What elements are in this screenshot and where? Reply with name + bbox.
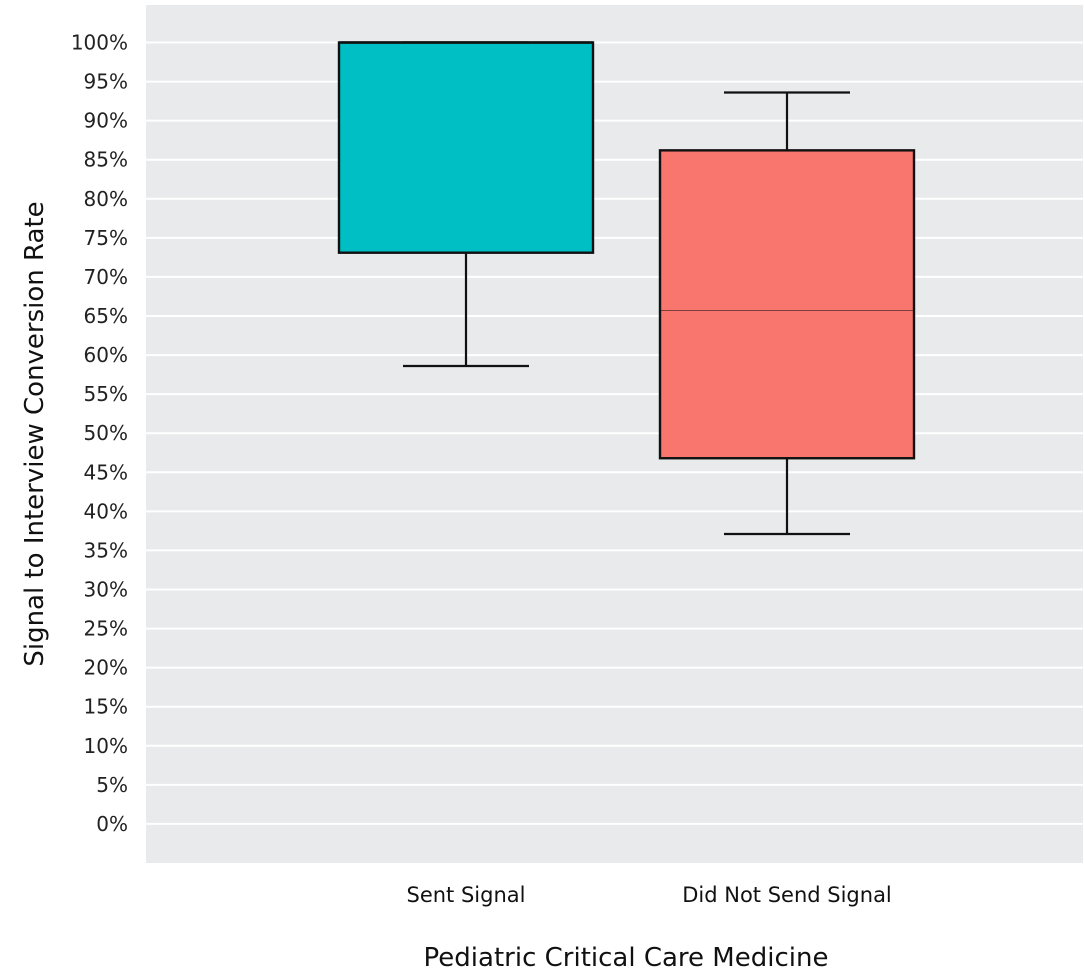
y-tick-label: 25% <box>84 617 128 641</box>
x-tick-label: Sent Signal <box>407 883 526 907</box>
y-tick-labels: 0% 5% 10% 15% 20% 25% 30% 35% 40% 45% 50% 55% 60% 65%… <box>71 31 128 836</box>
y-axis-title: Signal to Interview Conversion Rate <box>20 201 50 666</box>
y-tick-label: 5% <box>96 773 128 797</box>
y-tick-label: 15% <box>84 695 128 719</box>
x-tick-label: Did Not Send Signal <box>682 883 892 907</box>
y-tick-label: 85% <box>84 148 128 172</box>
y-tick-label: 95% <box>84 70 128 94</box>
y-tick-label: 70% <box>84 265 128 289</box>
boxes <box>337 41 916 536</box>
y-tick-label: 75% <box>84 226 128 250</box>
y-tick-label: 45% <box>84 460 128 484</box>
y-tick-label: 50% <box>84 421 128 445</box>
box-iqr <box>337 41 595 254</box>
y-tick-label: 0% <box>96 812 128 836</box>
box-did-not-send-signal <box>658 91 916 536</box>
y-tick-label: 65% <box>84 304 128 328</box>
box-iqr <box>658 149 916 460</box>
y-tick-label: 100% <box>71 31 128 55</box>
y-tick-label: 40% <box>84 499 128 523</box>
y-tick-label: 90% <box>84 109 128 133</box>
gridlines <box>146 41 1083 825</box>
box-sent-signal <box>337 41 595 368</box>
x-axis-title: Pediatric Critical Care Medicine <box>424 943 829 973</box>
y-tick-label: 55% <box>84 382 128 406</box>
x-tick-labels: Sent Signal Did Not Send Signal <box>407 883 892 907</box>
y-tick-label: 10% <box>84 734 128 758</box>
y-tick-label: 20% <box>84 656 128 680</box>
y-tick-label: 30% <box>84 578 128 602</box>
y-tick-label: 35% <box>84 538 128 562</box>
y-tick-label: 80% <box>84 187 128 211</box>
y-tick-label: 60% <box>84 343 128 367</box>
